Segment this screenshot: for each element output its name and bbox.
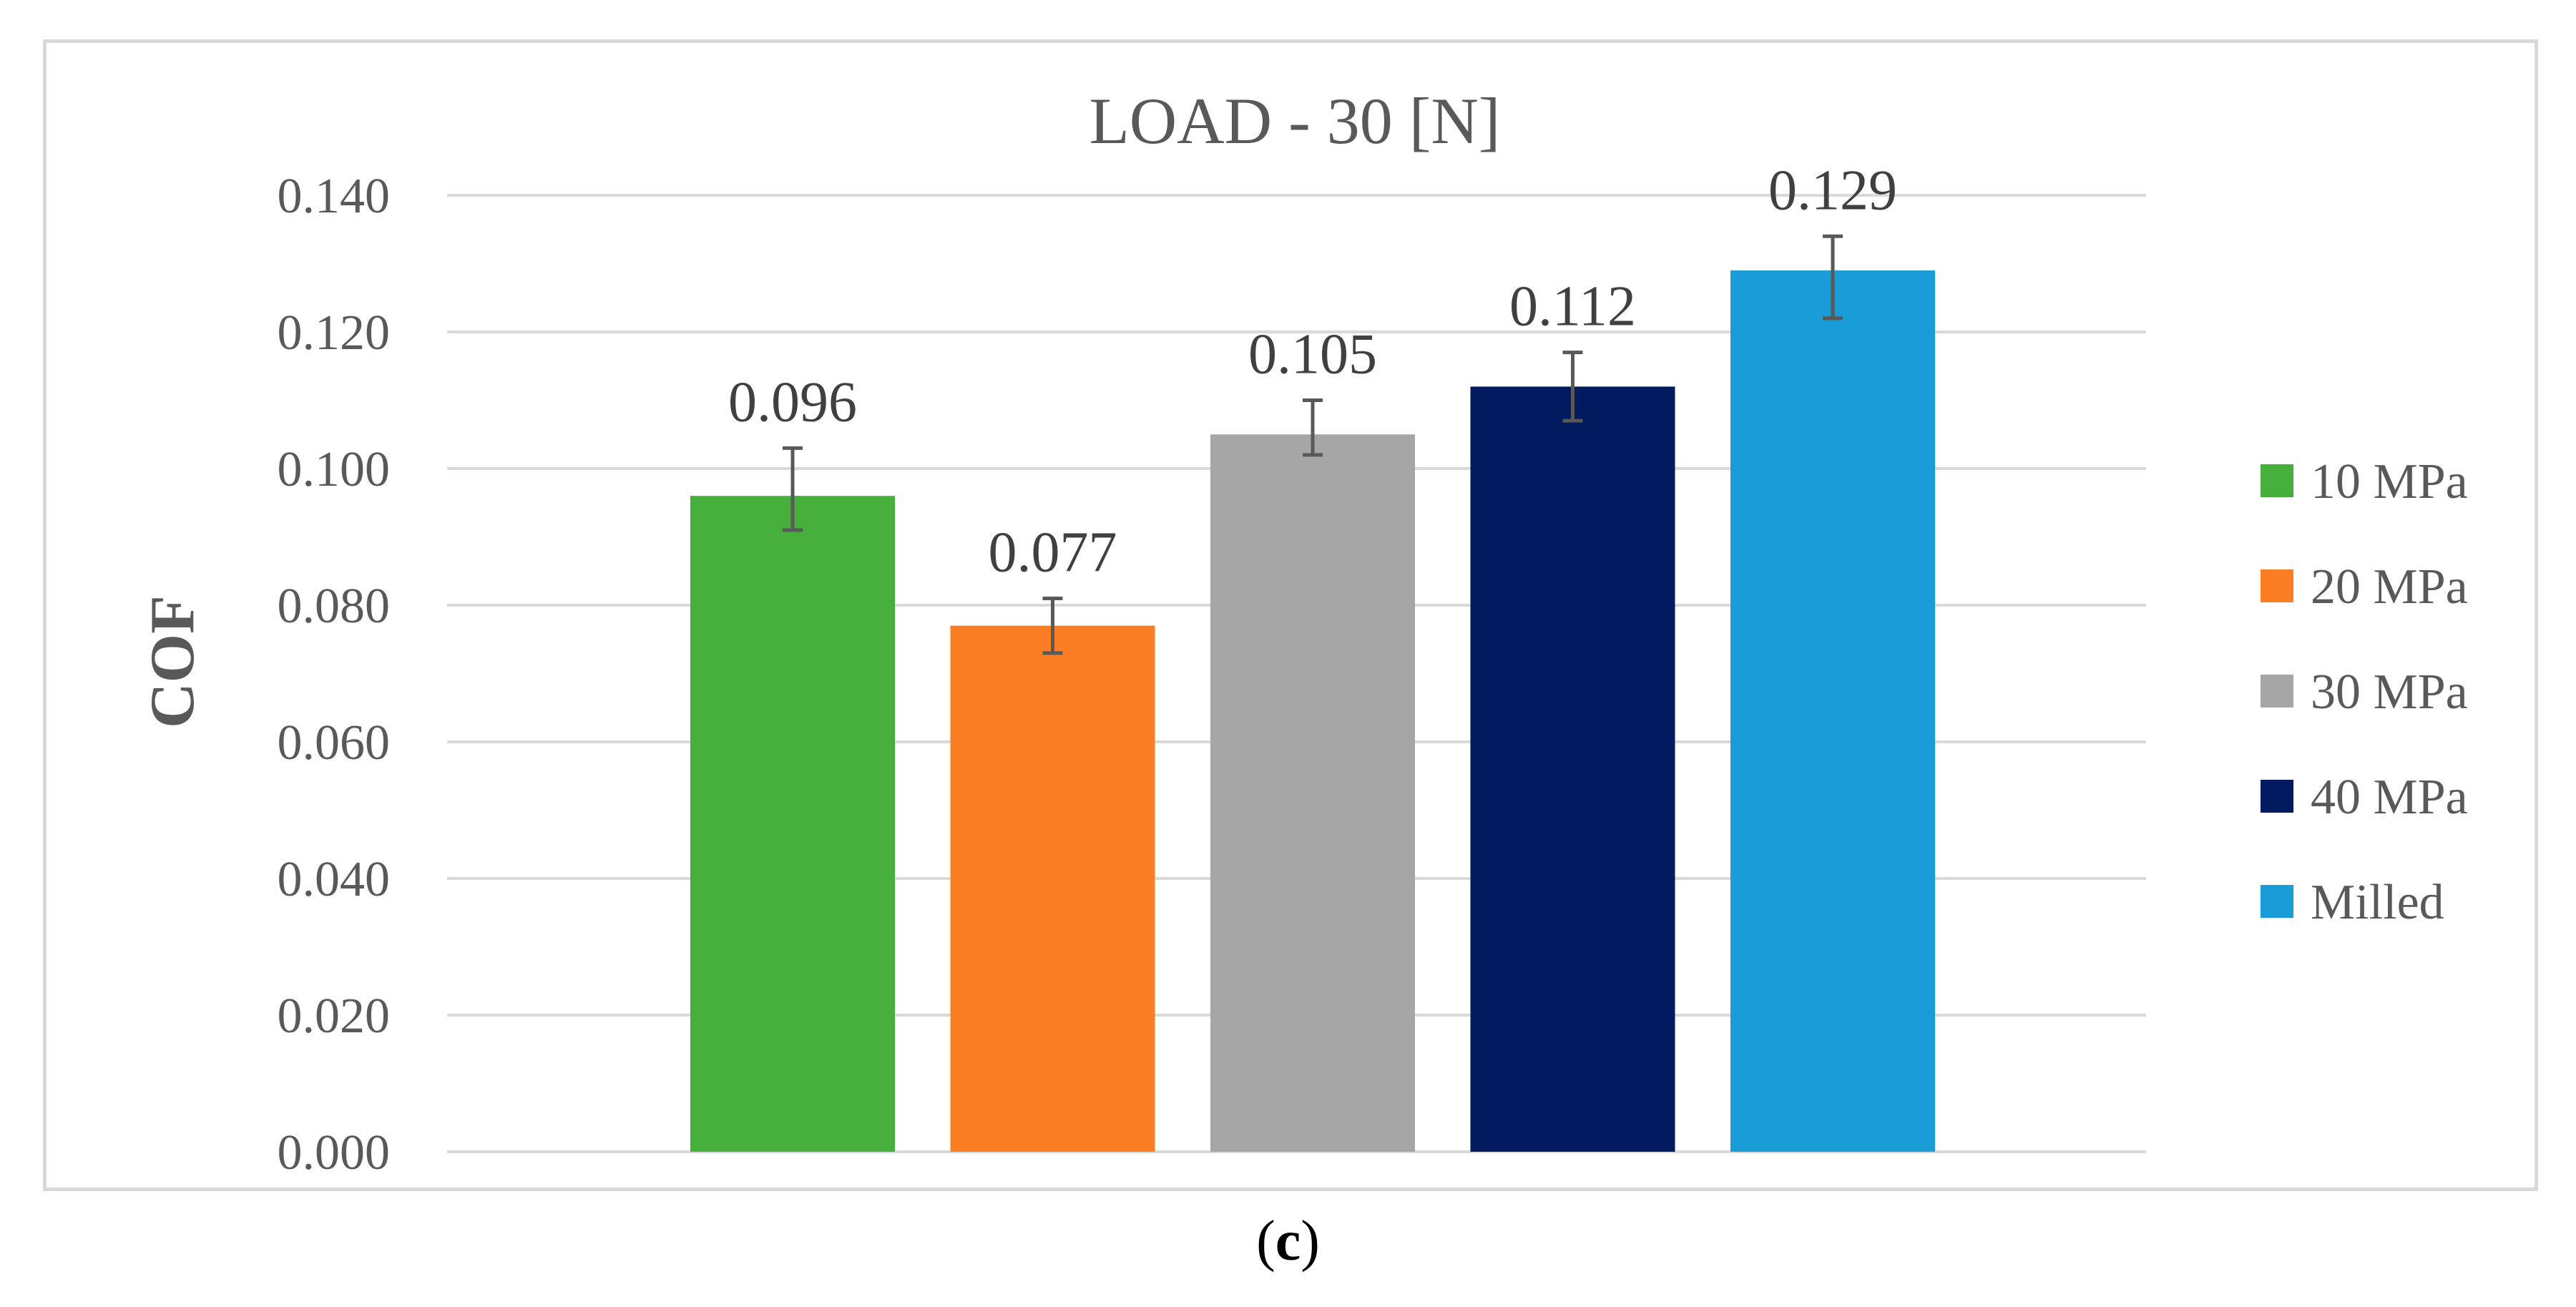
- caption-close: ): [1301, 1210, 1320, 1273]
- legend-label-2: 30 MPa: [2311, 665, 2468, 720]
- bar-10-mpa: [690, 496, 895, 1152]
- legend-label-0: 10 MPa: [2311, 454, 2468, 509]
- legend-label-1: 20 MPa: [2311, 559, 2468, 615]
- y-tick-label-6: 0.120: [278, 305, 391, 361]
- y-tick-label-2: 0.040: [278, 852, 391, 907]
- data-label-0: 0.096: [728, 371, 857, 434]
- chart-title: LOAD - 30 [N]: [1089, 84, 1501, 157]
- legend-swatch-1: [2261, 569, 2293, 602]
- legend-swatch-2: [2261, 675, 2293, 708]
- bar-30-mpa: [1210, 434, 1415, 1152]
- y-axis-label: COF: [138, 595, 207, 728]
- chart-frame: 0.000 0.020 0.040 0.060 0.080 0.100 0.120 0.140…: [43, 39, 2538, 1191]
- legend-label-4: Milled: [2311, 875, 2444, 930]
- legend-label-3: 40 MPa: [2311, 770, 2468, 825]
- data-label-1: 0.077: [989, 521, 1117, 584]
- data-label-2: 0.105: [1248, 323, 1377, 386]
- chart-svg: 0.000 0.020 0.040 0.060 0.080 0.100 0.120 0.140…: [138, 84, 2468, 1180]
- data-label-4: 0.129: [1768, 159, 1897, 222]
- bar-20-mpa: [950, 625, 1155, 1152]
- legend-swatch-4: [2261, 885, 2293, 918]
- caption-open: (: [1256, 1210, 1275, 1273]
- y-tick-label-7: 0.140: [278, 169, 391, 224]
- y-tick-label-4: 0.080: [278, 579, 391, 634]
- bar-milled: [1730, 270, 1935, 1152]
- caption-letter: c: [1275, 1210, 1301, 1273]
- legend-swatch-3: [2261, 780, 2293, 813]
- bar-40-mpa: [1470, 386, 1675, 1152]
- data-label-3: 0.112: [1509, 275, 1636, 338]
- y-tick-label-1: 0.020: [278, 989, 391, 1044]
- y-tick-label-5: 0.100: [278, 442, 391, 497]
- y-tick-label-3: 0.060: [278, 715, 391, 770]
- figure-caption: (c): [0, 1209, 2576, 1274]
- y-tick-label-0: 0.000: [278, 1125, 391, 1180]
- legend-swatch-0: [2261, 464, 2293, 497]
